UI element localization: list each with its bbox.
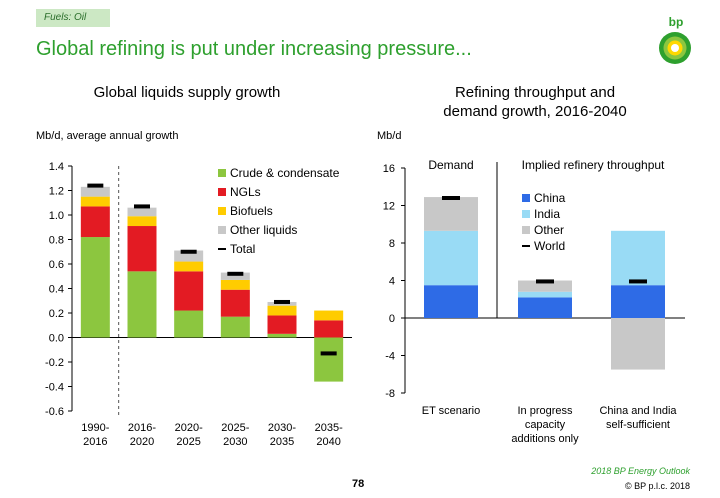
right-world-marker bbox=[629, 279, 647, 284]
left-chart-title: Global liquids supply growth bbox=[93, 84, 281, 101]
right-bar-segment bbox=[424, 285, 478, 318]
right-world-marker bbox=[442, 196, 460, 200]
right-bar-segment bbox=[611, 230, 665, 286]
right-y-tick-label: 12 bbox=[383, 201, 395, 213]
left-bar-segment bbox=[127, 207, 157, 217]
left-bar-segment bbox=[80, 206, 110, 238]
left-bar-segment bbox=[80, 196, 110, 207]
left-bar-segment bbox=[314, 310, 344, 321]
left-bar-segment bbox=[127, 226, 157, 272]
left-x-tick-label: 2030-2035 bbox=[268, 422, 296, 448]
right-x-tick-label: ET scenario bbox=[422, 405, 481, 417]
left-y-tick-label: 1.4 bbox=[49, 161, 64, 173]
left-y-tick-label: -0.2 bbox=[45, 357, 64, 369]
left-y-tick-label: 1.0 bbox=[49, 210, 64, 222]
left-bar-segment bbox=[80, 186, 110, 197]
left-chart-ylabel: Mb/d, average annual growth bbox=[36, 130, 179, 142]
right-x-tick-label: In progress capacity additions only bbox=[511, 405, 579, 445]
left-legend-swatch bbox=[218, 207, 226, 215]
right-legend-label: China bbox=[534, 191, 566, 205]
right-legend-swatch bbox=[522, 226, 530, 234]
left-y-tick-label: 0.6 bbox=[49, 259, 64, 271]
right-bar-segment bbox=[518, 297, 572, 318]
left-legend-swatch bbox=[218, 248, 226, 250]
right-section-label-demand: Demand bbox=[428, 158, 473, 172]
bp-logo: bp bbox=[659, 15, 691, 64]
left-y-tick-label: 1.2 bbox=[49, 186, 64, 198]
left-bar-segment bbox=[174, 310, 204, 338]
right-world-marker bbox=[536, 279, 554, 284]
left-y-tick-label: 0.4 bbox=[49, 284, 64, 296]
left-y-tick-label: 0.2 bbox=[49, 308, 64, 320]
left-legend-label: Biofuels bbox=[230, 204, 273, 218]
left-bar-segment bbox=[174, 250, 204, 262]
left-y-tick-label: -0.4 bbox=[45, 382, 64, 394]
right-x-tick-label: China and India self-sufficient bbox=[599, 405, 677, 431]
right-legend-label: Other bbox=[534, 223, 564, 237]
left-x-tick-label: 2025-2030 bbox=[221, 422, 249, 448]
footer-copyright: © BP p.l.c. 2018 bbox=[624, 481, 690, 491]
left-y-tick-label: -0.6 bbox=[45, 406, 64, 418]
left-bar-segment bbox=[314, 320, 344, 338]
right-y-tick-label: -4 bbox=[385, 351, 395, 363]
right-bar-segment bbox=[518, 280, 572, 292]
page-headline: Global refining is put under increasing … bbox=[36, 38, 472, 60]
right-section-label-throughput: Implied refinery throughput bbox=[522, 158, 665, 172]
left-bar-segment bbox=[127, 271, 157, 338]
page-number: 78 bbox=[352, 478, 365, 490]
left-total-marker bbox=[227, 271, 244, 276]
left-y-tick-label: 0.0 bbox=[49, 333, 64, 345]
left-bar-segment bbox=[127, 216, 157, 227]
left-x-tick-label: 2035-2040 bbox=[315, 422, 343, 448]
right-bar-segment bbox=[424, 197, 478, 231]
left-bar-segment bbox=[220, 272, 250, 280]
left-total-marker bbox=[274, 299, 290, 304]
left-bar-segment bbox=[267, 333, 297, 338]
left-legend-swatch bbox=[218, 169, 226, 177]
left-bar-segment bbox=[80, 237, 110, 338]
left-total-marker bbox=[134, 204, 150, 209]
right-legend-swatch bbox=[522, 194, 530, 202]
footer-source: 2018 BP Energy Outlook bbox=[591, 466, 690, 476]
left-total-marker bbox=[180, 249, 197, 254]
left-bar-segment bbox=[174, 271, 204, 311]
left-legend-swatch bbox=[218, 188, 226, 196]
left-legend-swatch bbox=[218, 226, 226, 234]
right-chart-title: Refining throughput and demand growth, 20… bbox=[443, 84, 627, 120]
right-y-tick-label: 4 bbox=[389, 276, 395, 288]
right-y-tick-label: 16 bbox=[383, 163, 395, 175]
right-bar-segment bbox=[611, 285, 665, 318]
left-total-marker bbox=[320, 351, 337, 356]
left-x-tick-label: 2016-2020 bbox=[128, 422, 156, 448]
left-bar-segment bbox=[267, 305, 297, 316]
right-bar-segment bbox=[611, 318, 665, 370]
left-total-marker bbox=[87, 183, 104, 188]
right-y-tick-label: 0 bbox=[389, 313, 395, 325]
left-x-tick-label: 1990-2016 bbox=[81, 422, 109, 448]
left-bar-segment bbox=[220, 279, 250, 290]
left-legend-label: NGLs bbox=[230, 185, 261, 199]
left-legend-label: Other liquids bbox=[230, 223, 297, 237]
left-bar-segment bbox=[220, 289, 250, 317]
right-chart-ylabel: Mb/d bbox=[377, 130, 402, 142]
right-bar-segment bbox=[424, 230, 478, 286]
left-x-tick-label: 2020-2025 bbox=[175, 422, 203, 448]
left-bar-segment bbox=[220, 316, 250, 338]
left-y-tick-label: 0.8 bbox=[49, 235, 64, 247]
section-tag: Fuels: Oil bbox=[36, 9, 110, 27]
left-legend-label: Crude & condensate bbox=[230, 166, 340, 180]
right-y-tick-label: -8 bbox=[385, 388, 395, 400]
right-bar-segment bbox=[518, 291, 572, 298]
right-y-tick-label: 8 bbox=[389, 238, 395, 250]
left-bar-segment bbox=[314, 337, 344, 382]
left-bar-segment bbox=[174, 261, 204, 272]
bp-logo-text: bp bbox=[669, 15, 684, 29]
right-legend-label: World bbox=[534, 239, 565, 253]
left-bar-segment bbox=[267, 315, 297, 334]
right-legend-swatch bbox=[522, 245, 530, 247]
right-legend-swatch bbox=[522, 210, 530, 218]
left-legend-label: Total bbox=[230, 242, 255, 256]
right-legend-label: India bbox=[534, 207, 560, 221]
